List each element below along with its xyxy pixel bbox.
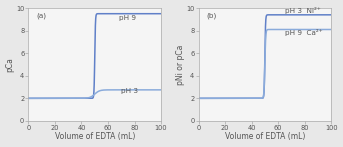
Text: (b): (b) [206,13,217,19]
Text: pH 3: pH 3 [121,88,138,94]
Text: pH 9: pH 9 [119,15,135,21]
X-axis label: Volume of EDTA (mL): Volume of EDTA (mL) [55,132,135,141]
Text: pH 9  Ca²⁺: pH 9 Ca²⁺ [285,29,322,36]
Y-axis label: pCa: pCa [5,57,14,72]
Text: (a): (a) [36,13,46,19]
Y-axis label: pNi or pCa: pNi or pCa [176,44,185,85]
X-axis label: Volume of EDTA (mL): Volume of EDTA (mL) [225,132,305,141]
Text: pH 3  Ni²⁺: pH 3 Ni²⁺ [285,7,320,14]
